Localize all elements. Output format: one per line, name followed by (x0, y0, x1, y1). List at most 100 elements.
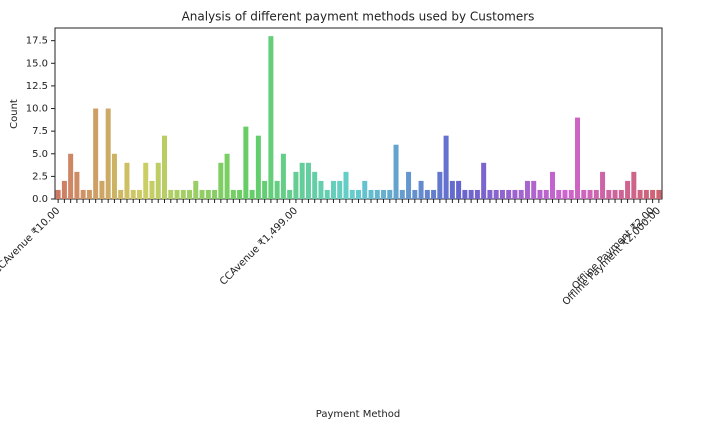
bar (575, 117, 581, 199)
bar (105, 108, 111, 199)
bar (124, 162, 130, 199)
bar (562, 189, 568, 199)
bar (74, 171, 80, 199)
bar (406, 171, 412, 199)
bar (606, 189, 612, 199)
bar (324, 189, 330, 199)
bar (543, 189, 549, 199)
bar (549, 171, 555, 199)
bar (531, 180, 537, 199)
bar (230, 189, 236, 199)
bar (468, 189, 474, 199)
bar (524, 180, 530, 199)
bar (305, 162, 311, 199)
bar (437, 171, 443, 199)
bar (205, 189, 211, 199)
bar (474, 189, 480, 199)
bar (237, 189, 243, 199)
x-tick-label: CCAvenue ₹10.00 (0, 205, 62, 276)
bar (387, 189, 393, 199)
bar (274, 180, 280, 199)
bar (61, 180, 67, 199)
bar (362, 180, 368, 199)
bar (612, 189, 618, 199)
bar (136, 189, 142, 199)
bar (349, 189, 355, 199)
bar (625, 180, 631, 199)
bar (600, 171, 606, 199)
bar (111, 153, 117, 199)
bar (312, 171, 318, 199)
bar (424, 189, 430, 199)
bar (643, 189, 649, 199)
bar (280, 153, 286, 199)
bar (381, 189, 387, 199)
bar (162, 135, 168, 199)
bar (418, 180, 424, 199)
bar (512, 189, 518, 199)
bar (255, 135, 261, 199)
bar (187, 189, 193, 199)
y-tick-label: 15.0 (26, 58, 48, 69)
y-tick-label: 5.0 (32, 149, 48, 160)
bar (456, 180, 462, 199)
bar (299, 162, 305, 199)
bar (243, 126, 249, 199)
bar (199, 189, 205, 199)
bar (86, 189, 92, 199)
bar (487, 189, 493, 199)
chart-title: Analysis of different payment methods us… (182, 10, 535, 24)
bar (99, 180, 105, 199)
bar (193, 180, 199, 199)
y-tick-label: 12.5 (26, 81, 48, 92)
bar (518, 189, 524, 199)
bar (149, 180, 155, 199)
bar (330, 180, 336, 199)
bar (80, 189, 86, 199)
y-tick-label: 7.5 (32, 126, 48, 137)
bar (443, 135, 449, 199)
y-tick-label: 17.5 (26, 36, 48, 47)
bar (174, 189, 180, 199)
x-tick-label: Offline Payment ₹2,000.00 (561, 205, 663, 307)
bar (343, 171, 349, 199)
bar (393, 144, 399, 199)
bar (93, 108, 99, 199)
bar (118, 189, 124, 199)
bar (587, 189, 593, 199)
bar (499, 189, 505, 199)
bar (268, 36, 274, 200)
bar (593, 189, 599, 199)
bar (168, 189, 174, 199)
bar (212, 189, 218, 199)
y-tick-label: 2.5 (32, 171, 48, 182)
bar (368, 189, 374, 199)
bar (656, 189, 662, 199)
bar (568, 189, 574, 199)
bar (337, 180, 343, 199)
bar (130, 189, 136, 199)
bar (318, 180, 324, 199)
bar (618, 189, 624, 199)
bar (462, 189, 468, 199)
bar (55, 189, 61, 199)
bar (293, 171, 299, 199)
bar (287, 189, 293, 199)
bar (218, 162, 224, 199)
y-tick-label: 0.0 (32, 194, 48, 205)
bar (224, 153, 230, 199)
bar (374, 189, 380, 199)
bar (412, 189, 418, 199)
bar (481, 162, 487, 199)
bar (431, 189, 437, 199)
bar (355, 189, 362, 199)
bar (637, 189, 643, 199)
bar (399, 189, 405, 199)
bar (556, 189, 562, 199)
bar (581, 189, 587, 199)
bar (262, 180, 268, 199)
bar (180, 189, 186, 199)
bar (506, 189, 512, 199)
bar (650, 189, 656, 199)
